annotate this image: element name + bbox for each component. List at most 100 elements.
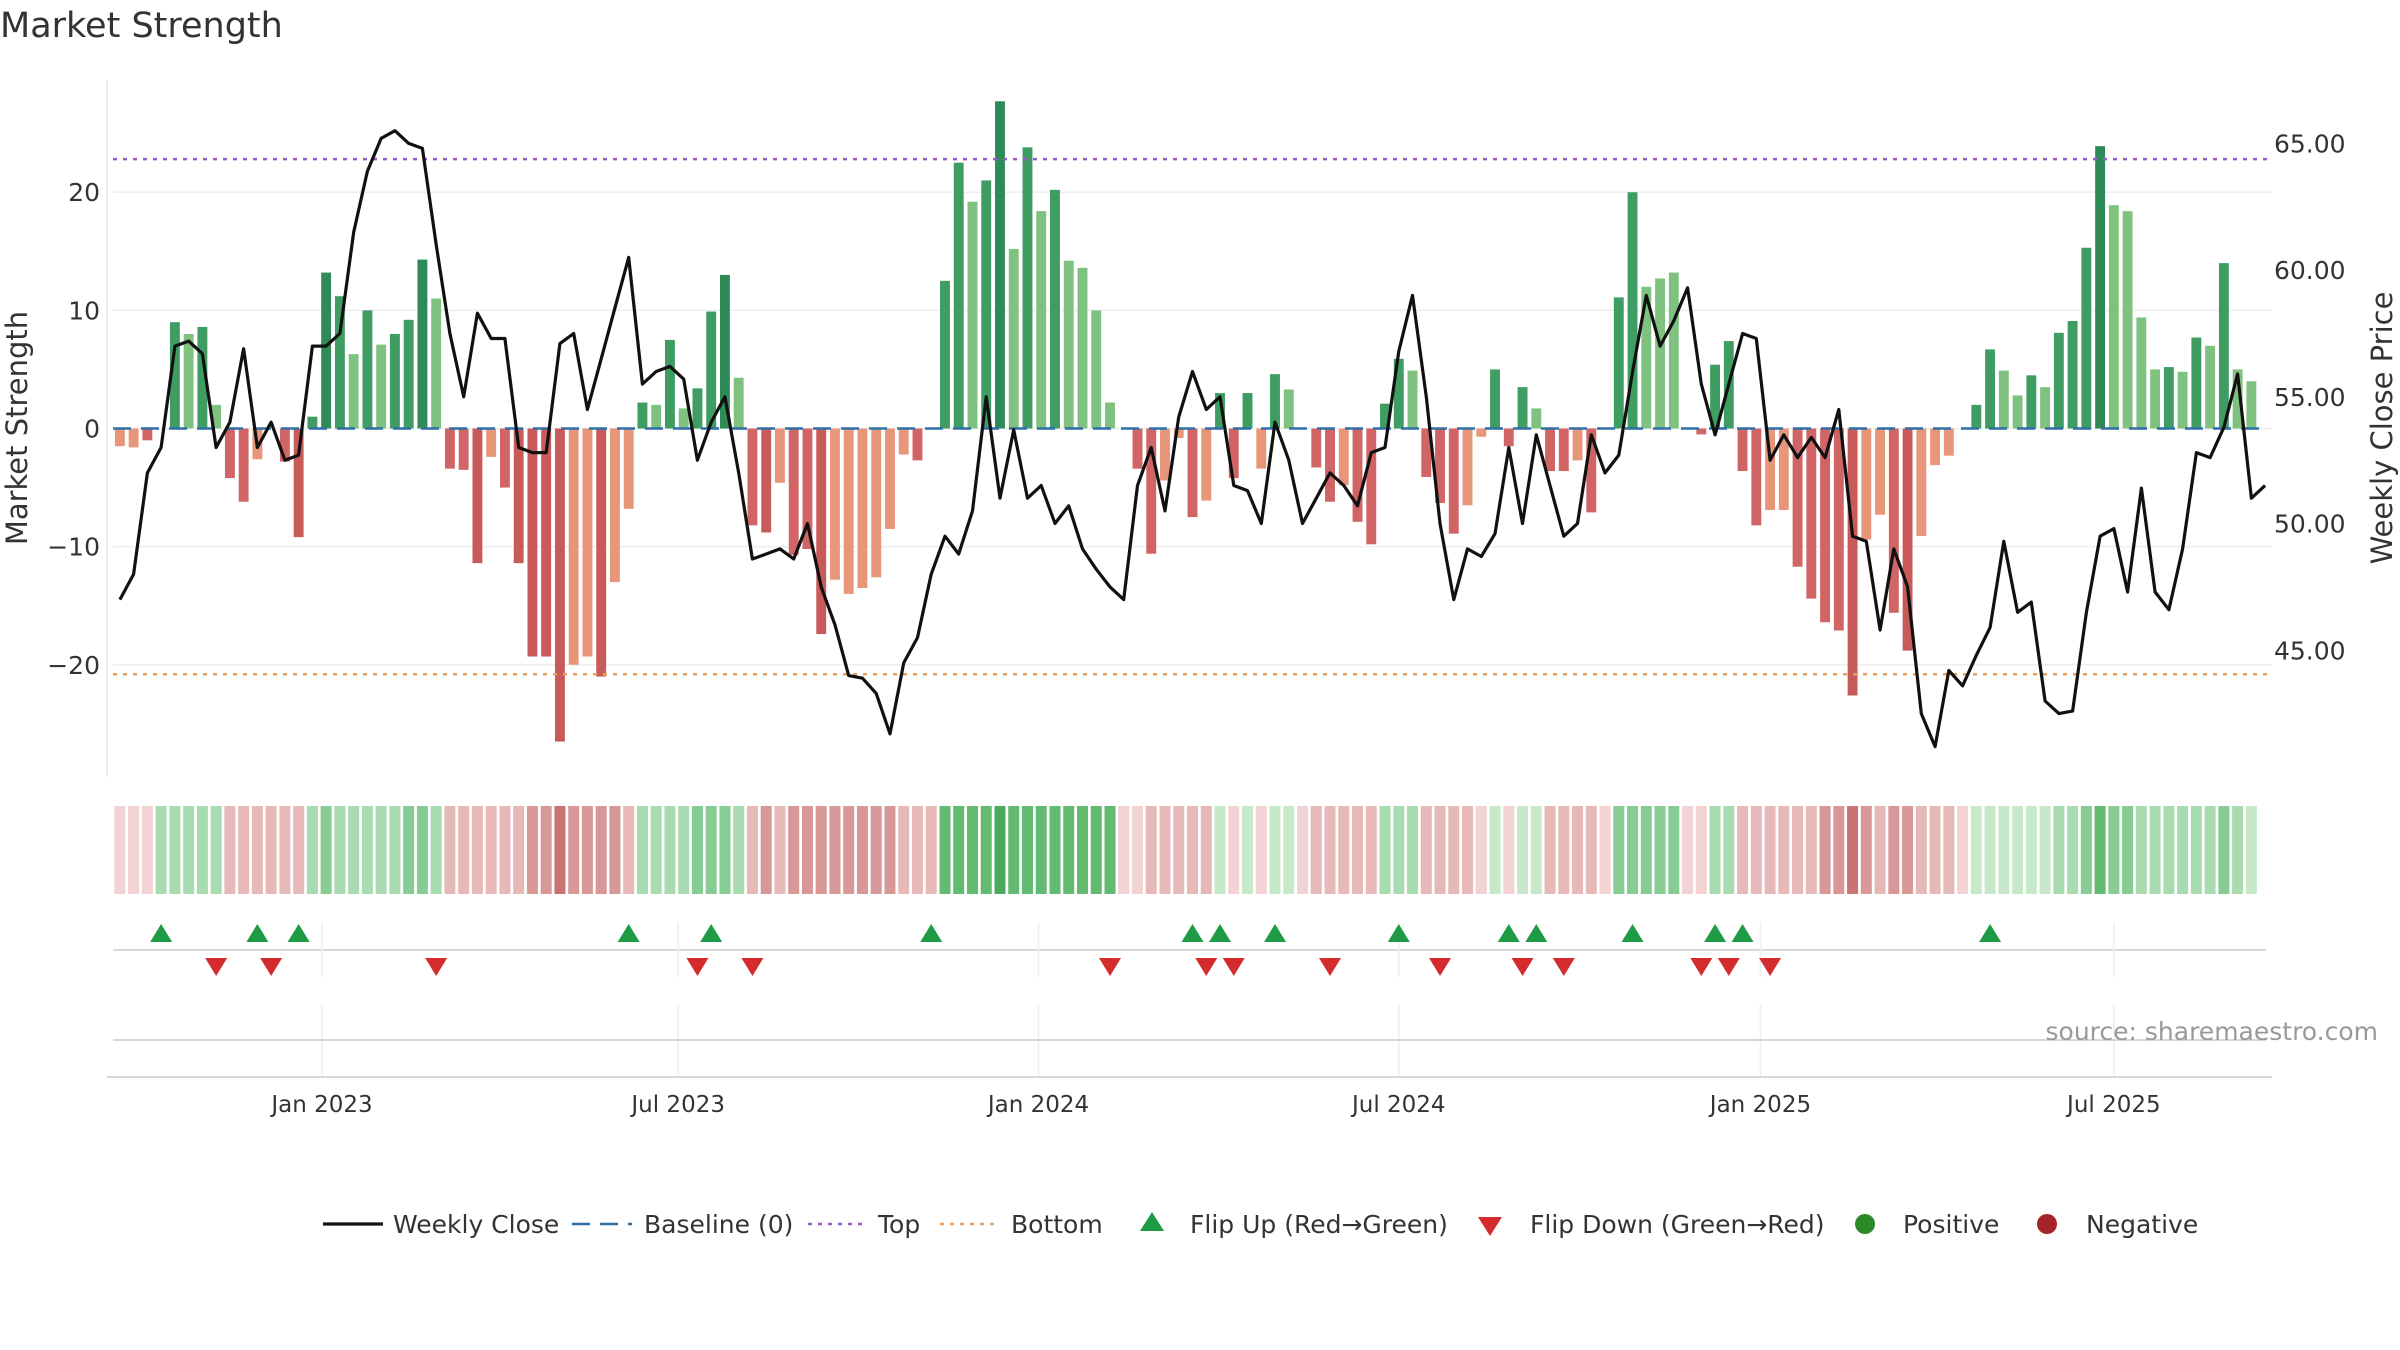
band-cell [1695,806,1707,894]
strength-bar [761,428,772,533]
band-cell [719,806,731,894]
band-cell [1255,806,1267,894]
strength-band-strip [114,806,2257,894]
strength-bar [885,428,895,529]
chart-title: Market Strength [0,6,283,46]
flip-up-marker [1181,924,1204,942]
flip-down-marker [1098,958,1121,976]
band-cell [1186,806,1199,894]
flip-up-marker [1525,924,1548,942]
strength-bar [197,326,208,429]
legend-label: Weekly Close [393,1210,559,1239]
flip-up-marker [1264,924,1287,942]
band-cell [1585,806,1597,894]
band-cell [1035,806,1047,894]
strength-bar [1820,428,1831,623]
band-cell [760,806,772,894]
band-cell [870,806,882,894]
weekly-close-line [118,129,2267,749]
band-cell [1076,806,1088,894]
strength-bar [2136,317,2147,429]
band-cell [2149,806,2161,894]
strength-bar [2012,395,2023,429]
band-cell [980,806,992,894]
strength-bar [1311,428,1322,468]
strength-bar [1476,428,1487,437]
flip-up-marker [617,924,640,942]
band-cell [829,806,841,894]
strength-bar [142,428,153,441]
strength-bar [623,428,634,509]
band-cell [1200,806,1212,894]
band-cell [1888,806,1900,894]
strength-bar [609,428,620,583]
strength-bar [953,162,964,429]
band-cell [953,806,965,894]
band-cell [1365,806,1377,894]
strength-bar [1778,428,1789,511]
band-cell [1929,806,1941,894]
band-cell [1434,806,1446,894]
band-cell [183,806,195,894]
band-cell [1530,806,1542,894]
band-cell [1008,806,1020,894]
band-cell [375,806,387,894]
band-cell [279,806,291,894]
band-cell [334,806,346,894]
band-cell [499,806,511,894]
strength-bar [527,428,538,657]
band-cell [1723,806,1735,894]
strength-bar [1737,428,1748,472]
strength-bar [1448,428,1459,534]
right-tick-label: 60.00 [2274,256,2346,285]
band-cell [664,806,676,894]
strength-bar [788,428,799,555]
strength-bar [692,388,703,429]
strength-bar [1173,428,1184,438]
strength-bar [1036,211,1047,429]
right-tick-label: 65.00 [2274,129,2346,158]
strength-bar [1641,286,1652,429]
band-cell [2122,806,2134,894]
legend-swatch-triangle-down [1478,1217,1502,1236]
legend-label: Bottom [1011,1210,1103,1239]
band-cell [155,806,167,894]
band-cell [1682,806,1694,894]
strength-bar [1806,428,1817,599]
band-cell [925,806,937,894]
band-cell [1021,806,1033,894]
strength-bar [2232,369,2243,429]
legend: Weekly Close Baseline (0) Top Bottom Flip Up… [323,1210,2198,1239]
strength-bar [128,428,139,448]
strength-bar [747,428,758,526]
flip-down-marker [1552,958,1575,976]
band-cell [224,806,236,894]
left-tick-label: 0 [84,415,100,444]
band-cell [196,806,208,894]
band-cell [1393,806,1405,894]
strength-bar [1985,349,1996,429]
band-cell [320,806,332,894]
band-cell [788,806,800,894]
legend-item: Top [808,1210,920,1239]
flip-down-marker [260,958,283,976]
strength-bar [444,428,455,469]
strength-bar [1242,393,1253,429]
band-cell [1214,806,1226,894]
band-cell [389,806,401,894]
band-cell [1338,806,1350,894]
legend-item: Positive [1855,1210,1999,1239]
right-tick-label: 45.00 [2274,636,2346,665]
x-tick-label: Jul 2023 [629,1092,725,1118]
band-cell [238,806,250,894]
strength-bar [816,428,827,635]
flip-up-marker [1621,924,1644,942]
strength-bar [2122,211,2133,429]
strength-bar [389,333,400,429]
left-axis-ticks: 20 10 0 −10 −20 [47,178,100,680]
band-cell [1145,806,1157,894]
band-cell [1297,806,1309,894]
strength-bar [898,428,909,455]
strength-bar [1503,428,1514,447]
strength-bar [293,428,304,538]
